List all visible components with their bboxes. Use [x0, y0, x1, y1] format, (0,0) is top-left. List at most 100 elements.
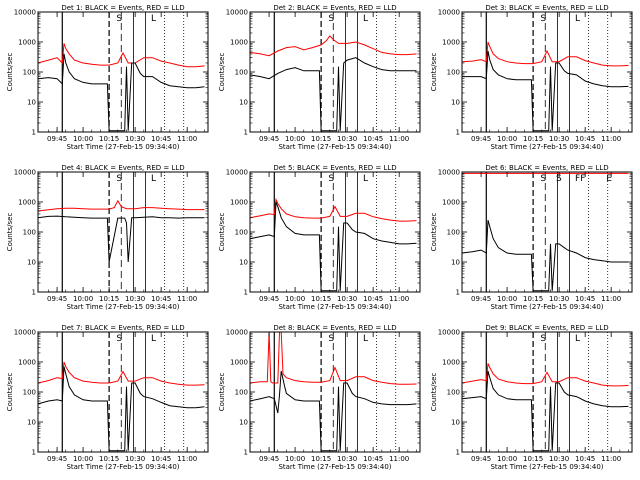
marker-label: L — [363, 334, 368, 344]
x-tick-label: 10:45 — [363, 135, 383, 143]
x-tick-label: 10:30 — [337, 295, 357, 303]
series-line-events — [462, 50, 629, 132]
x-tick-label: 10:30 — [125, 455, 145, 463]
y-tick-label: 1000 — [442, 359, 460, 367]
marker-label: L — [151, 174, 156, 184]
x-tick-label: 10:30 — [549, 455, 569, 463]
x-axis-label: Start Time (27-Feb-15 09:34:40) — [66, 463, 179, 471]
y-tick-label: 100 — [447, 69, 460, 77]
series-line-events — [461, 219, 629, 292]
y-axis-label: Counts/sec — [430, 373, 438, 412]
plot-frame — [249, 331, 421, 453]
y-axis-label: Counts/sec — [218, 213, 226, 252]
series-line-events — [37, 215, 205, 263]
y-tick-label: 10 — [239, 99, 248, 107]
x-tick-label: 10:00 — [497, 455, 517, 463]
y-tick-label: 1000 — [442, 39, 460, 47]
chart-panel-8: Det 8: BLACK = Events, RED = LLD S L 1 10 100… — [218, 324, 421, 471]
x-tick-label: 10:45 — [363, 455, 383, 463]
x-tick-label: 10:00 — [73, 135, 93, 143]
x-tick-label: 09:45 — [259, 295, 279, 303]
y-tick-label: 10 — [451, 99, 460, 107]
y-tick-label: 100 — [447, 389, 460, 397]
y-tick-label: 1000 — [230, 199, 248, 207]
y-axis-label: Counts/sec — [6, 213, 14, 252]
y-tick-label: 100 — [235, 229, 248, 237]
x-tick-label: 10:30 — [549, 295, 569, 303]
y-tick-label: 1 — [32, 129, 36, 137]
y-tick-label: 100 — [235, 69, 248, 77]
x-tick-label: 11:00 — [389, 295, 409, 303]
marker-label: S — [116, 174, 122, 184]
series-line-events — [249, 201, 417, 292]
x-tick-label: 10:45 — [575, 455, 595, 463]
x-tick-label: 11:00 — [601, 135, 621, 143]
x-tick-label: 10:15 — [311, 135, 331, 143]
chart-title: Det 6: BLACK = Events, RED = LLD — [485, 164, 608, 172]
x-tick-label: 10:45 — [575, 295, 595, 303]
x-axis-label: Start Time (27-Feb-15 09:34:40) — [278, 463, 391, 471]
y-tick-label: 10000 — [226, 329, 248, 337]
marker-label: L — [575, 14, 580, 24]
chart-title: Det 4: BLACK = Events, RED = LLD — [61, 164, 184, 172]
x-tick-label: 10:15 — [523, 455, 543, 463]
x-tick-label: 09:45 — [471, 295, 491, 303]
x-tick-label: 10:15 — [99, 295, 119, 303]
plot-frame — [37, 331, 209, 453]
plot-frame — [37, 171, 209, 293]
x-axis-label: Start Time (27-Feb-15 09:34:40) — [278, 303, 391, 311]
x-tick-label: 09:45 — [471, 455, 491, 463]
x-tick-label: 09:45 — [47, 135, 67, 143]
x-tick-label: 09:45 — [47, 455, 67, 463]
x-tick-label: 10:00 — [73, 455, 93, 463]
marker-label: S — [116, 334, 122, 344]
x-tick-label: 10:15 — [311, 295, 331, 303]
marker-label: L — [151, 14, 156, 24]
marker-label: F — [580, 174, 585, 184]
series-line-events — [37, 366, 205, 452]
series-line-events — [37, 53, 205, 132]
plot-frame — [461, 331, 633, 453]
y-tick-label: 100 — [23, 389, 36, 397]
y-tick-label: 1 — [32, 289, 36, 297]
series-line-lld — [249, 35, 417, 57]
marker-label: L — [363, 174, 368, 184]
chart-panel-5: Det 5: BLACK = Events, RED = LLD S L 1 10 100… — [218, 164, 421, 311]
chart-title: Det 7: BLACK = Events, RED = LLD — [61, 324, 184, 332]
x-tick-label: 09:45 — [47, 295, 67, 303]
chart-panel-7: Det 7: BLACK = Events, RED = LLD S L 1 10 100… — [6, 324, 209, 471]
marker-label: S — [328, 334, 334, 344]
y-axis-label: Counts/sec — [6, 373, 14, 412]
x-tick-label: 10:30 — [549, 135, 569, 143]
x-tick-label: 09:45 — [259, 135, 279, 143]
y-axis-label: Counts/sec — [6, 53, 14, 92]
x-tick-label: 10:00 — [497, 295, 517, 303]
y-tick-label: 10000 — [438, 329, 460, 337]
y-tick-label: 1 — [244, 129, 248, 137]
x-tick-label: 10:45 — [151, 455, 171, 463]
series-line-events — [249, 57, 417, 132]
y-tick-label: 100 — [235, 389, 248, 397]
x-tick-label: 11:00 — [389, 135, 409, 143]
marker-label: E — [606, 174, 612, 184]
series-line-lld — [461, 41, 629, 67]
marker-label: S — [328, 14, 334, 24]
y-tick-label: 1000 — [230, 39, 248, 47]
marker-label: S — [556, 174, 562, 184]
y-tick-label: 1 — [456, 449, 460, 457]
chart-panel-2: Det 2: BLACK = Events, RED = LLD S L 1 10 100… — [218, 4, 421, 151]
y-tick-label: 1 — [32, 449, 36, 457]
x-tick-label: 10:15 — [311, 455, 331, 463]
x-tick-label: 09:45 — [471, 135, 491, 143]
x-tick-label: 10:15 — [99, 455, 119, 463]
marker-label: S — [540, 174, 546, 184]
x-tick-label: 10:30 — [125, 135, 145, 143]
plot-frame — [249, 171, 421, 293]
marker-label: L — [575, 334, 580, 344]
chart-title: Det 2: BLACK = Events, RED = LLD — [273, 4, 396, 12]
marker-label: F — [575, 174, 580, 184]
x-tick-label: 10:00 — [73, 295, 93, 303]
series-line-lld — [37, 361, 205, 386]
chart-panel-3: Det 3: BLACK = Events, RED = LLD S L 1 10 100… — [430, 4, 633, 151]
x-tick-label: 10:45 — [151, 295, 171, 303]
